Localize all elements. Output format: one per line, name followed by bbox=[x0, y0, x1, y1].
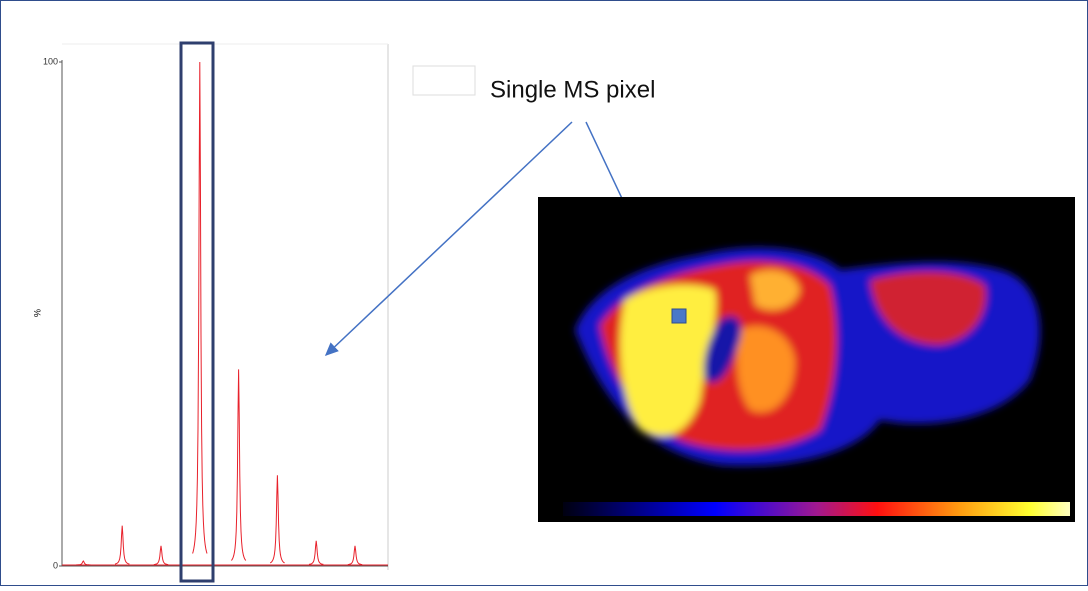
peak bbox=[192, 61, 208, 554]
selected-pixel bbox=[671, 308, 687, 324]
arrow bbox=[324, 121, 573, 357]
y-tick-label: 0 bbox=[53, 560, 58, 570]
peak bbox=[231, 369, 247, 561]
highlight-box bbox=[179, 41, 215, 583]
y-axis-label: % bbox=[32, 309, 42, 317]
spectrum bbox=[62, 61, 388, 566]
peak bbox=[114, 525, 130, 565]
peak bbox=[347, 545, 363, 566]
peak bbox=[308, 540, 324, 565]
peak bbox=[269, 475, 285, 564]
tissue bbox=[575, 247, 1040, 466]
peak bbox=[153, 545, 169, 566]
peak bbox=[76, 560, 91, 566]
pixel-legend-box bbox=[412, 65, 476, 96]
annotation: Single MS pixel bbox=[490, 76, 655, 103]
colorbar bbox=[563, 502, 1070, 516]
y-tick-label: 100 bbox=[43, 56, 58, 66]
